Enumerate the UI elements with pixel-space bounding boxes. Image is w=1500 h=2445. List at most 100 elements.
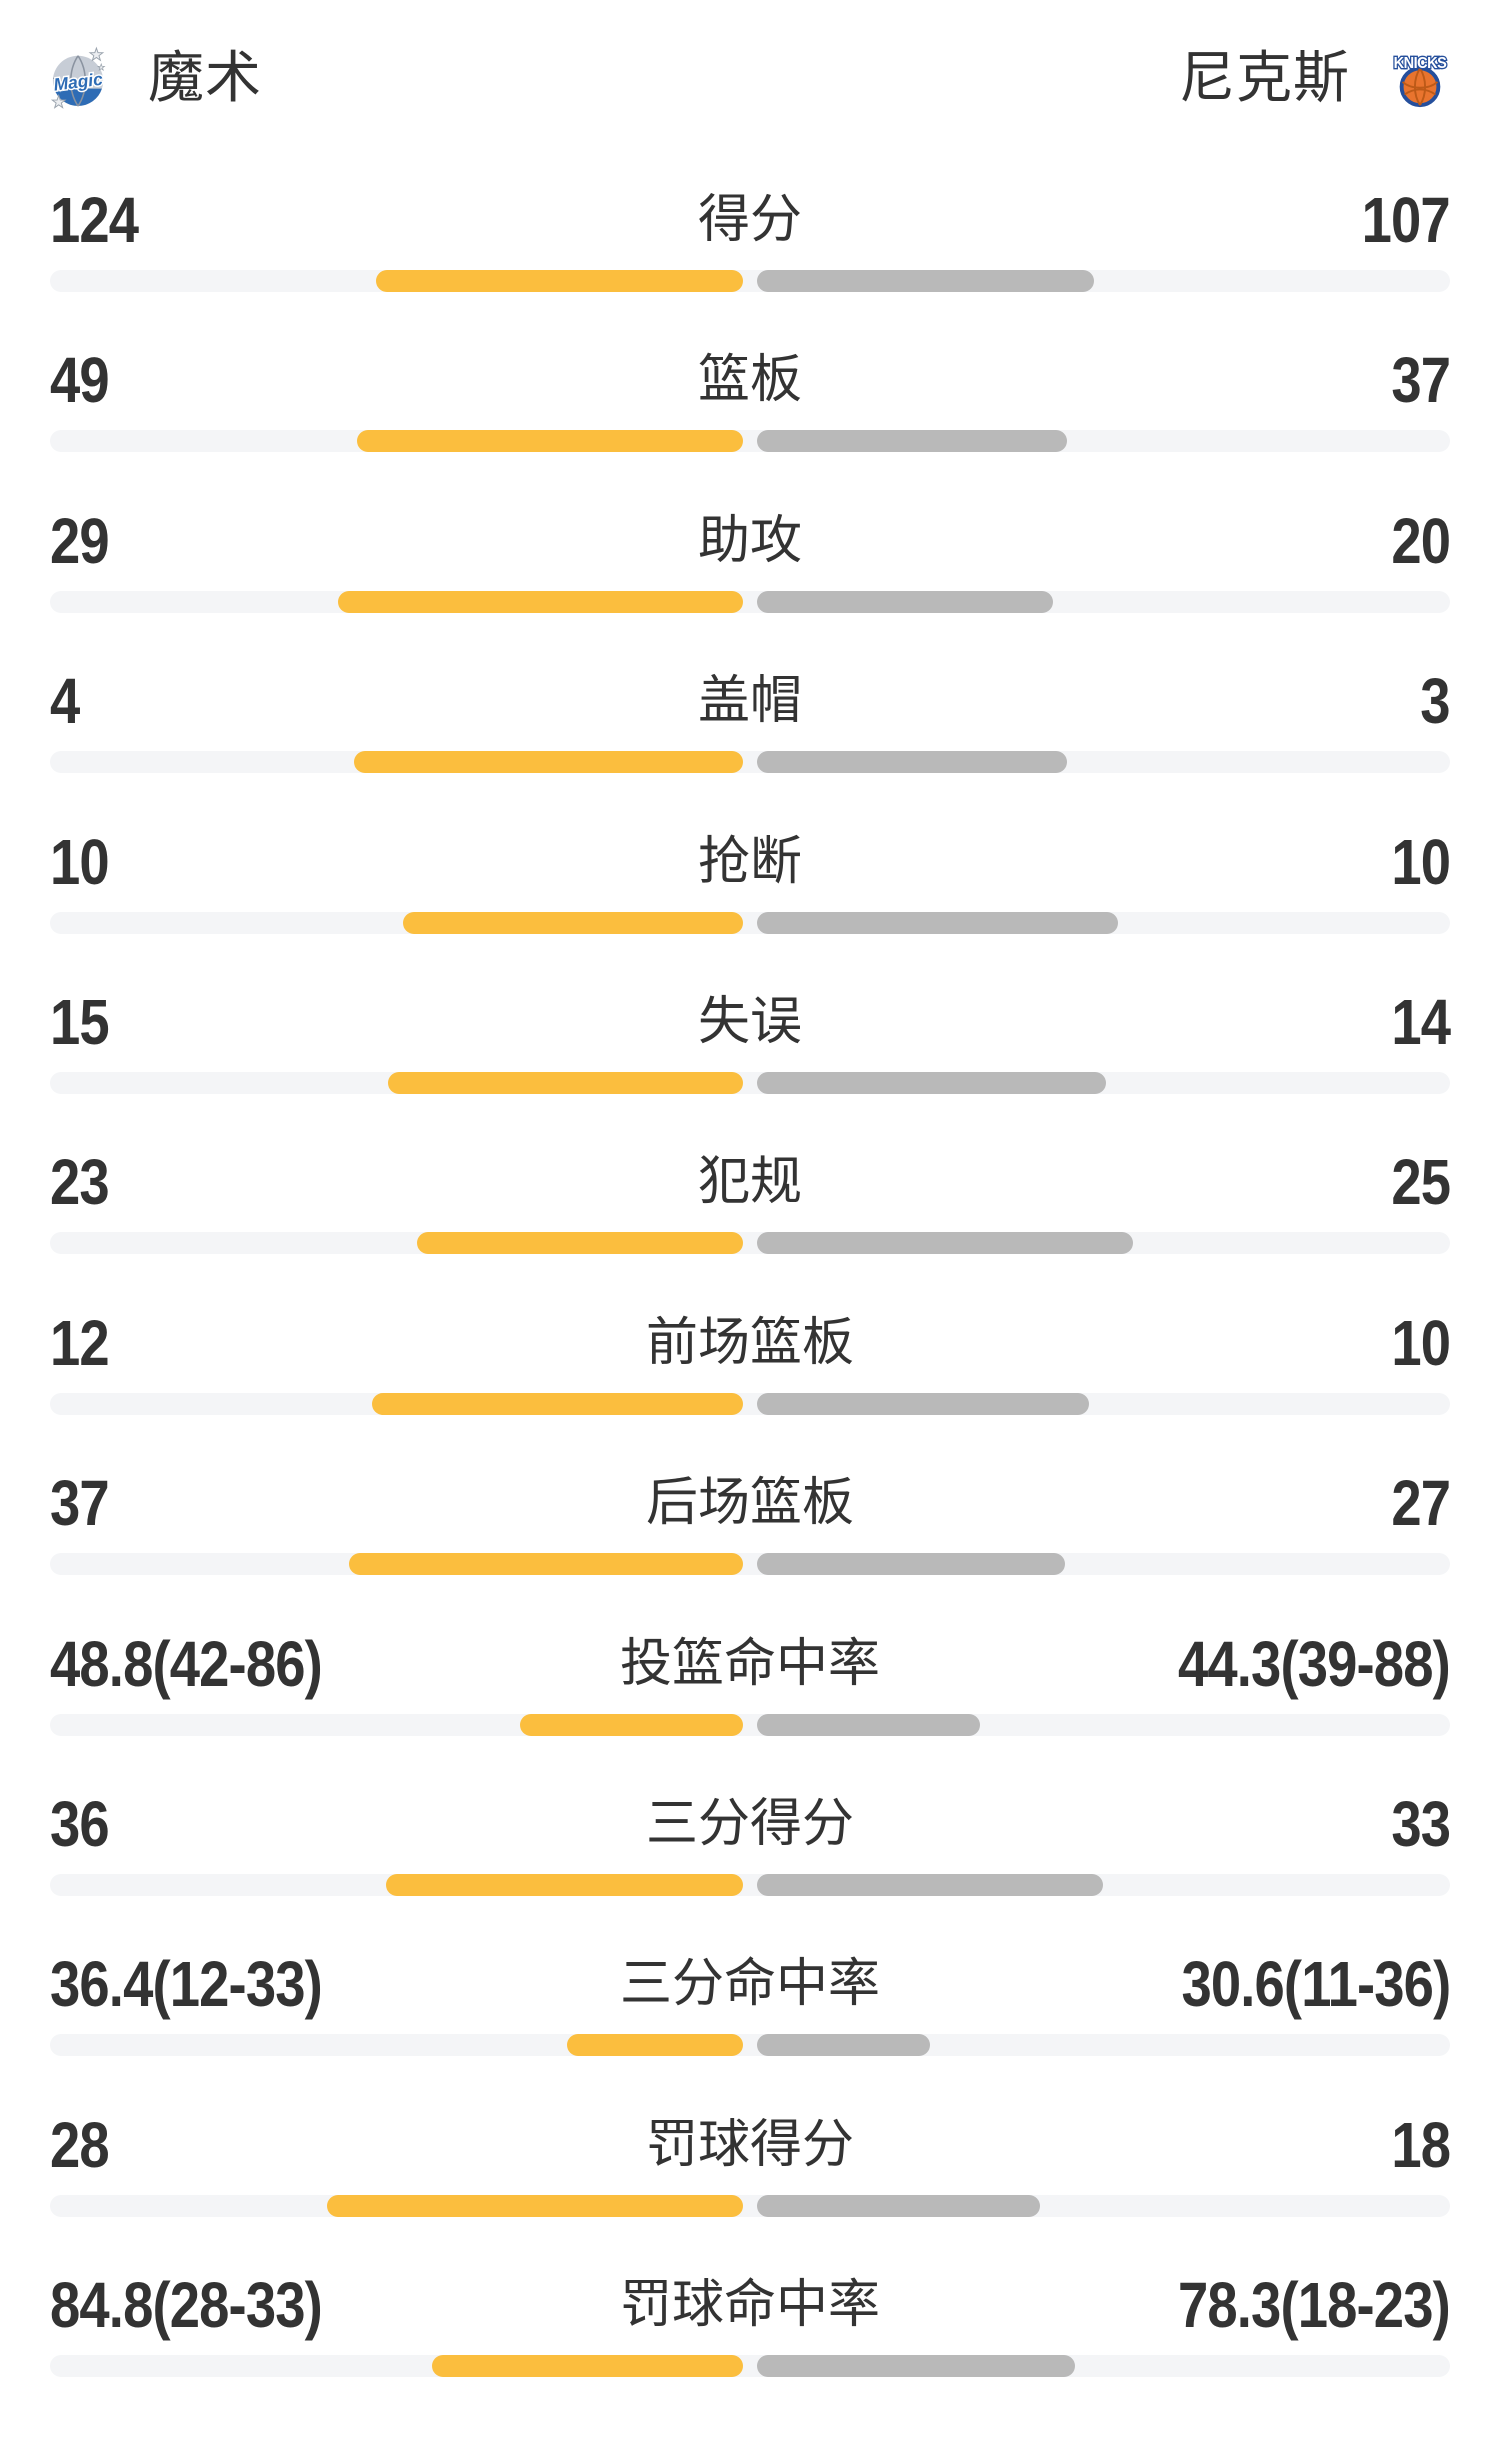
away-value: 78.3(18-23) (1178, 2269, 1451, 2342)
home-team-name: 魔术 (148, 46, 262, 109)
home-value: 28 (50, 2108, 110, 2181)
stat-row-text: 37 后场篮板 27 (50, 1467, 1451, 1540)
stat-label: 犯规 (697, 1153, 803, 1212)
home-value: 29 (50, 504, 110, 577)
away-bar (757, 751, 1067, 774)
stat-row: 29 助攻 20 (50, 491, 1451, 651)
stat-row: 49 篮板 37 (50, 330, 1451, 490)
away-value: 3 (1420, 665, 1451, 738)
stat-row: 12 前场篮板 10 (50, 1293, 1451, 1453)
away-bar (757, 1392, 1089, 1415)
bar-track (50, 1071, 1450, 1094)
home-bar (417, 1232, 743, 1255)
bar-track (50, 2034, 1450, 2057)
stat-row: 36.4(12-33) 三分命中率 30.6(11-36) (50, 1934, 1451, 2094)
home-value: 15 (50, 985, 110, 1058)
stat-row-text: 49 篮板 37 (50, 344, 1451, 417)
stats-list: 124 得分 107 49 篮板 37 29 助攻 20 (50, 170, 1451, 2415)
home-value: 36 (50, 1787, 110, 1860)
stat-label: 篮板 (697, 351, 803, 410)
bar-track (50, 430, 1450, 453)
away-bar (757, 2034, 931, 2057)
stat-row-text: 29 助攻 20 (50, 504, 1451, 577)
bar-track (50, 1873, 1450, 1896)
away-bar (757, 911, 1119, 934)
stat-row: 10 抢断 10 (50, 812, 1451, 972)
bar-track (50, 1232, 1450, 1255)
stat-label: 前场篮板 (645, 1313, 855, 1372)
magic-star-icon (50, 93, 67, 109)
knicks-logo-text: KNICKS (1394, 54, 1447, 72)
bar-track (50, 2355, 1450, 2378)
away-bar (757, 590, 1053, 613)
away-value: 25 (1391, 1146, 1451, 1219)
away-value: 10 (1391, 825, 1451, 898)
home-value: 49 (50, 344, 110, 417)
home-bar (372, 1392, 743, 1415)
home-value: 4 (50, 665, 80, 738)
home-bar (354, 751, 743, 774)
stat-label: 三分得分 (645, 1794, 855, 1853)
away-team[interactable]: 尼克斯 KNICKS (1179, 50, 1450, 110)
stat-row: 15 失误 14 (50, 972, 1451, 1132)
home-bar (402, 911, 743, 934)
away-team-name: 尼克斯 (1179, 46, 1350, 109)
bar-track (50, 751, 1450, 774)
stat-label: 后场篮板 (645, 1474, 855, 1533)
stat-row-text: 84.8(28-33) 罚球命中率 78.3(18-23) (50, 2269, 1451, 2342)
stat-row: 28 罚球得分 18 (50, 2095, 1451, 2255)
bar-track (50, 1553, 1450, 1576)
stat-row: 4 盖帽 3 (50, 651, 1451, 811)
home-bar (431, 2355, 743, 2378)
home-value: 12 (50, 1306, 110, 1379)
home-value: 23 (50, 1146, 110, 1219)
bar-track (50, 1713, 1450, 1736)
away-value: 37 (1391, 344, 1451, 417)
knicks-logo-icon: KNICKS (1392, 53, 1449, 108)
magic-star-icon (96, 62, 106, 71)
home-bar (375, 270, 743, 292)
stat-row-text: 23 犯规 25 (50, 1146, 1451, 1219)
away-bar (757, 1071, 1107, 1094)
away-value: 33 (1391, 1787, 1451, 1860)
stat-row-text: 4 盖帽 3 (50, 665, 1451, 738)
home-value: 37 (50, 1467, 110, 1540)
team-stats-panel: Magic 魔术 尼克斯 KNICKS 124 得分 107 (0, 45, 1500, 2415)
match-header: Magic 魔术 尼克斯 KNICKS (50, 45, 1450, 110)
stat-row-text: 28 罚球得分 18 (50, 2108, 1451, 2181)
stat-row: 36 三分得分 33 (50, 1774, 1451, 1934)
home-bar (388, 1071, 743, 1094)
stat-label: 三分命中率 (619, 1955, 881, 2014)
home-bar (327, 2194, 743, 2217)
stat-label: 失误 (697, 992, 803, 1051)
bar-track (50, 590, 1450, 613)
bar-track (50, 911, 1450, 934)
stat-label: 罚球得分 (645, 2115, 855, 2174)
stat-label: 抢断 (697, 832, 803, 891)
bar-track (50, 2194, 1450, 2217)
away-value: 14 (1391, 985, 1451, 1058)
home-bar (519, 1713, 743, 1736)
home-team[interactable]: Magic 魔术 (50, 46, 262, 110)
away-bar (757, 1553, 1065, 1576)
bar-track (50, 270, 1450, 292)
home-bar (386, 1873, 743, 1896)
away-value: 20 (1391, 504, 1451, 577)
stat-label: 助攻 (697, 511, 803, 570)
away-value: 30.6(11-36) (1181, 1948, 1451, 2021)
stat-row: 84.8(28-33) 罚球命中率 78.3(18-23) (50, 2255, 1451, 2415)
stat-row-text: 15 失误 14 (50, 985, 1451, 1058)
stat-label: 盖帽 (697, 672, 803, 731)
away-value: 44.3(39-88) (1178, 1627, 1451, 1700)
home-bar (338, 590, 743, 613)
home-value: 48.8(42-86) (50, 1627, 323, 1700)
away-bar (757, 1873, 1103, 1896)
stat-row-text: 36.4(12-33) 三分命中率 30.6(11-36) (50, 1948, 1451, 2021)
away-bar (757, 430, 1067, 453)
home-value: 10 (50, 825, 110, 898)
stat-row: 124 得分 107 (50, 170, 1451, 330)
away-bar (757, 1713, 981, 1736)
home-bar (348, 1553, 743, 1576)
away-value: 10 (1391, 1306, 1451, 1379)
stat-row-text: 124 得分 107 (50, 184, 1451, 256)
